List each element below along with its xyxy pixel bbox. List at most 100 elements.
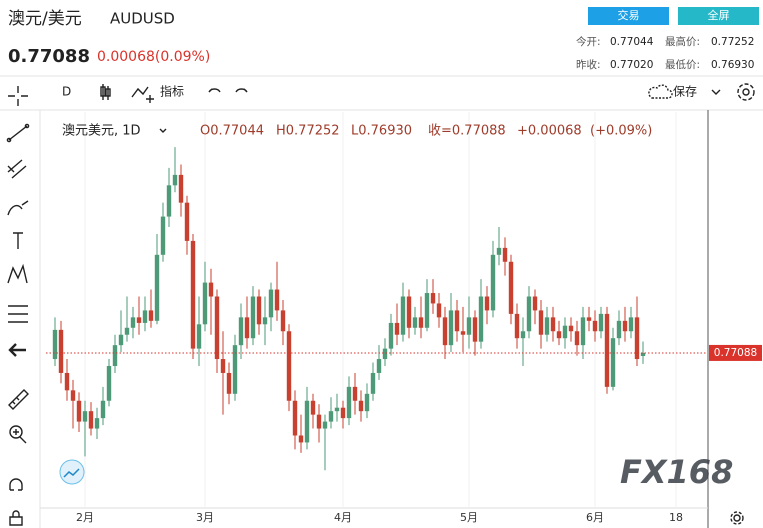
candle-body — [562, 325, 568, 339]
candle-body — [586, 317, 592, 321]
candle-body — [58, 329, 64, 373]
candle-body — [412, 317, 418, 328]
x-tick-label: 5月 — [460, 511, 478, 524]
symbol: AUDUSD — [110, 10, 175, 28]
candle-body — [508, 261, 514, 314]
candle-body — [196, 324, 202, 349]
candle-body — [448, 310, 454, 346]
candle-body — [490, 254, 496, 311]
candle-body — [352, 386, 358, 401]
stat-label: 最低价: — [665, 58, 700, 71]
stat-value: 0.77044 — [610, 36, 654, 48]
undo-redo[interactable] — [208, 88, 248, 93]
x-tick-label: 4月 — [334, 511, 352, 524]
candle-body — [610, 338, 616, 387]
candle-body — [376, 359, 382, 373]
candle-body — [460, 331, 466, 335]
indicator-icon[interactable] — [131, 86, 154, 103]
candle-body — [238, 317, 244, 346]
logo-mark — [63, 468, 80, 478]
candle-body — [172, 174, 178, 186]
candle-body — [166, 185, 172, 217]
candle-body — [568, 325, 574, 332]
stat-value: 0.77252 — [711, 36, 754, 48]
candle-body — [502, 247, 508, 262]
candle-body — [364, 393, 370, 412]
logo-button[interactable] — [59, 459, 85, 485]
candle-body — [394, 322, 400, 335]
candle-body — [400, 296, 406, 335]
candle-body — [442, 317, 448, 346]
legend-name: 澳元美元, 1D — [62, 123, 141, 139]
candle-body — [322, 421, 328, 429]
interval[interactable]: D — [62, 85, 71, 99]
stat-label: 今开: — [576, 35, 601, 48]
fullscreen-button-label[interactable]: 全屏 — [708, 8, 730, 22]
save-dropdown[interactable] — [711, 89, 721, 95]
x-tick-label: 6月 — [586, 511, 604, 524]
candle-body — [214, 296, 220, 360]
legend-change: +0.00068 — [517, 124, 582, 139]
indicators[interactable]: 指标 — [160, 84, 184, 99]
candle-body — [136, 317, 142, 323]
candle-body — [616, 320, 622, 339]
candle-body — [346, 386, 352, 419]
trade-button[interactable] — [588, 7, 669, 25]
x-tick-label: 3月 — [196, 511, 214, 524]
price: 0.77088 — [8, 46, 90, 67]
candle-body — [226, 372, 232, 394]
candle-body — [574, 331, 580, 346]
candle-body — [304, 400, 310, 443]
drawing-tools[interactable] — [6, 123, 30, 526]
legend-close: 收=0.77088 — [428, 124, 506, 139]
candle-body — [280, 310, 286, 332]
cloud-icon[interactable] — [648, 84, 673, 99]
candle-body — [130, 317, 136, 328]
stat-value: 0.76930 — [711, 59, 754, 71]
settings-icon[interactable] — [737, 83, 755, 101]
axis-settings[interactable] — [730, 511, 744, 525]
candle-type-icon[interactable] — [100, 84, 111, 100]
crosshair-tool[interactable] — [8, 86, 28, 106]
candle-body — [604, 313, 610, 387]
candle-body — [298, 435, 304, 443]
candle-body — [52, 329, 58, 360]
candle-body — [250, 296, 256, 339]
candle-body — [454, 310, 460, 332]
candle-body — [118, 334, 124, 346]
candle-body — [484, 296, 490, 311]
candle-body — [358, 400, 364, 412]
candle-body — [406, 296, 412, 328]
candle-body — [622, 320, 628, 332]
last-price-label: 0.77088 — [714, 347, 757, 359]
stat-label: 昨收: — [576, 58, 601, 71]
candle-body — [202, 282, 208, 325]
candle-body — [82, 411, 88, 422]
candle-body — [634, 317, 640, 360]
pair-name: 澳元/美元 — [8, 9, 82, 29]
candle-body — [256, 296, 262, 325]
candle-body — [208, 282, 214, 297]
candle-body — [580, 317, 586, 346]
candle-body — [520, 331, 526, 339]
candle-body — [640, 352, 646, 356]
candle-body — [70, 390, 76, 401]
candle-body — [334, 407, 340, 412]
candle-body — [418, 317, 424, 328]
candle-body — [154, 254, 160, 321]
fullscreen-button[interactable] — [678, 7, 759, 25]
candle-body — [436, 303, 442, 318]
candle-body — [268, 289, 274, 318]
save[interactable]: 保存 — [673, 85, 697, 99]
candle-body — [64, 372, 70, 391]
stat-label: 最高价: — [665, 35, 700, 48]
trade-button-label[interactable]: 交易 — [618, 8, 640, 22]
last-price-box — [709, 344, 762, 361]
legend-dropdown[interactable] — [159, 128, 167, 133]
candle-body — [424, 293, 430, 328]
candle-body — [286, 331, 292, 401]
candle-body — [532, 296, 538, 311]
candle-body — [88, 411, 94, 429]
x-tick-label: 18 — [669, 511, 683, 524]
